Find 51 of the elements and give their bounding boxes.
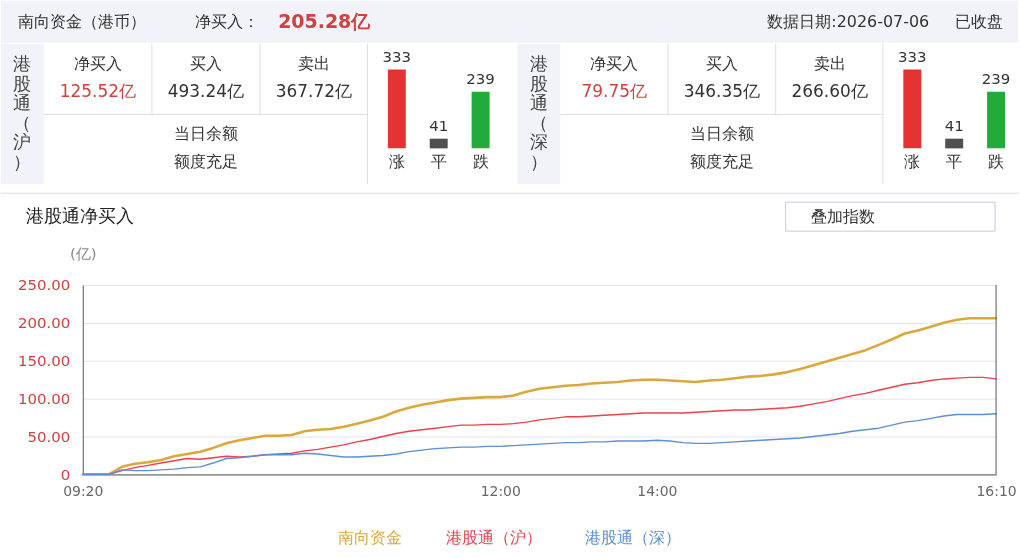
text: 493.24亿 xyxy=(167,80,245,101)
x-tick-label: 09:20 xyxy=(63,482,104,499)
data-label: 41 xyxy=(429,116,449,135)
x-tick-label: 涨 xyxy=(388,152,405,172)
data-label: 239 xyxy=(981,69,1011,88)
x-tick-label: 跌 xyxy=(988,152,1005,172)
text: 367.72亿 xyxy=(275,80,353,101)
data-label: 333 xyxy=(382,47,412,66)
data-label: 333 xyxy=(898,47,927,66)
text: 额度充足 xyxy=(173,152,238,172)
text: 已收盘 xyxy=(955,11,1004,31)
text: 港股通（沪） xyxy=(13,53,32,172)
text: 净买入： xyxy=(195,11,260,31)
data-label: 41 xyxy=(944,116,964,135)
text: 卖出 xyxy=(297,53,330,73)
text: 买入 xyxy=(705,53,738,73)
text: 港股通（深） xyxy=(529,53,548,172)
y-tick-label: 200.00 xyxy=(18,314,71,333)
x-tick-label: 涨 xyxy=(904,152,921,172)
x-tick-label: 14:00 xyxy=(637,482,678,499)
text: 净买入 xyxy=(590,53,639,73)
text: 买入 xyxy=(189,53,222,73)
text: 港股通（深） xyxy=(585,528,682,548)
x-tick-label: 16:10 xyxy=(976,482,1017,499)
text: 额度充足 xyxy=(689,152,754,172)
text: 净买入 xyxy=(73,53,122,73)
y-tick-label: 50.00 xyxy=(27,428,71,446)
y-tick-label: 0 xyxy=(60,465,71,484)
text: 南向资金（港币） xyxy=(17,11,146,31)
text: 266.60亿 xyxy=(791,80,868,101)
text: 卖出 xyxy=(813,53,846,73)
text: 港股通（沪） xyxy=(445,528,542,548)
chart-title: 港股通净买入 xyxy=(25,205,134,227)
text: 当日余额 xyxy=(689,124,754,144)
text: 79.75亿 xyxy=(581,80,647,101)
x-tick-label: 跌 xyxy=(472,152,489,172)
x-tick-label: 12:00 xyxy=(480,482,521,499)
x-tick-label: 平 xyxy=(430,152,447,172)
data-label: 239 xyxy=(466,69,495,88)
text: 当日余额 xyxy=(173,124,238,144)
y-tick-label: 100.00 xyxy=(18,390,71,409)
x-tick-label: 平 xyxy=(946,152,963,172)
text: 205.28亿 xyxy=(278,9,372,32)
text: 南向资金 xyxy=(338,528,403,548)
y-axis-title: (亿) xyxy=(69,244,97,263)
y-tick-label: 150.00 xyxy=(18,352,71,371)
text: 叠加指数 xyxy=(810,206,875,226)
text: 数据日期:2026-07-06 xyxy=(767,11,930,31)
text: 125.52亿 xyxy=(59,80,137,101)
text: 346.35亿 xyxy=(683,80,761,101)
y-tick-label: 250.00 xyxy=(18,276,71,295)
